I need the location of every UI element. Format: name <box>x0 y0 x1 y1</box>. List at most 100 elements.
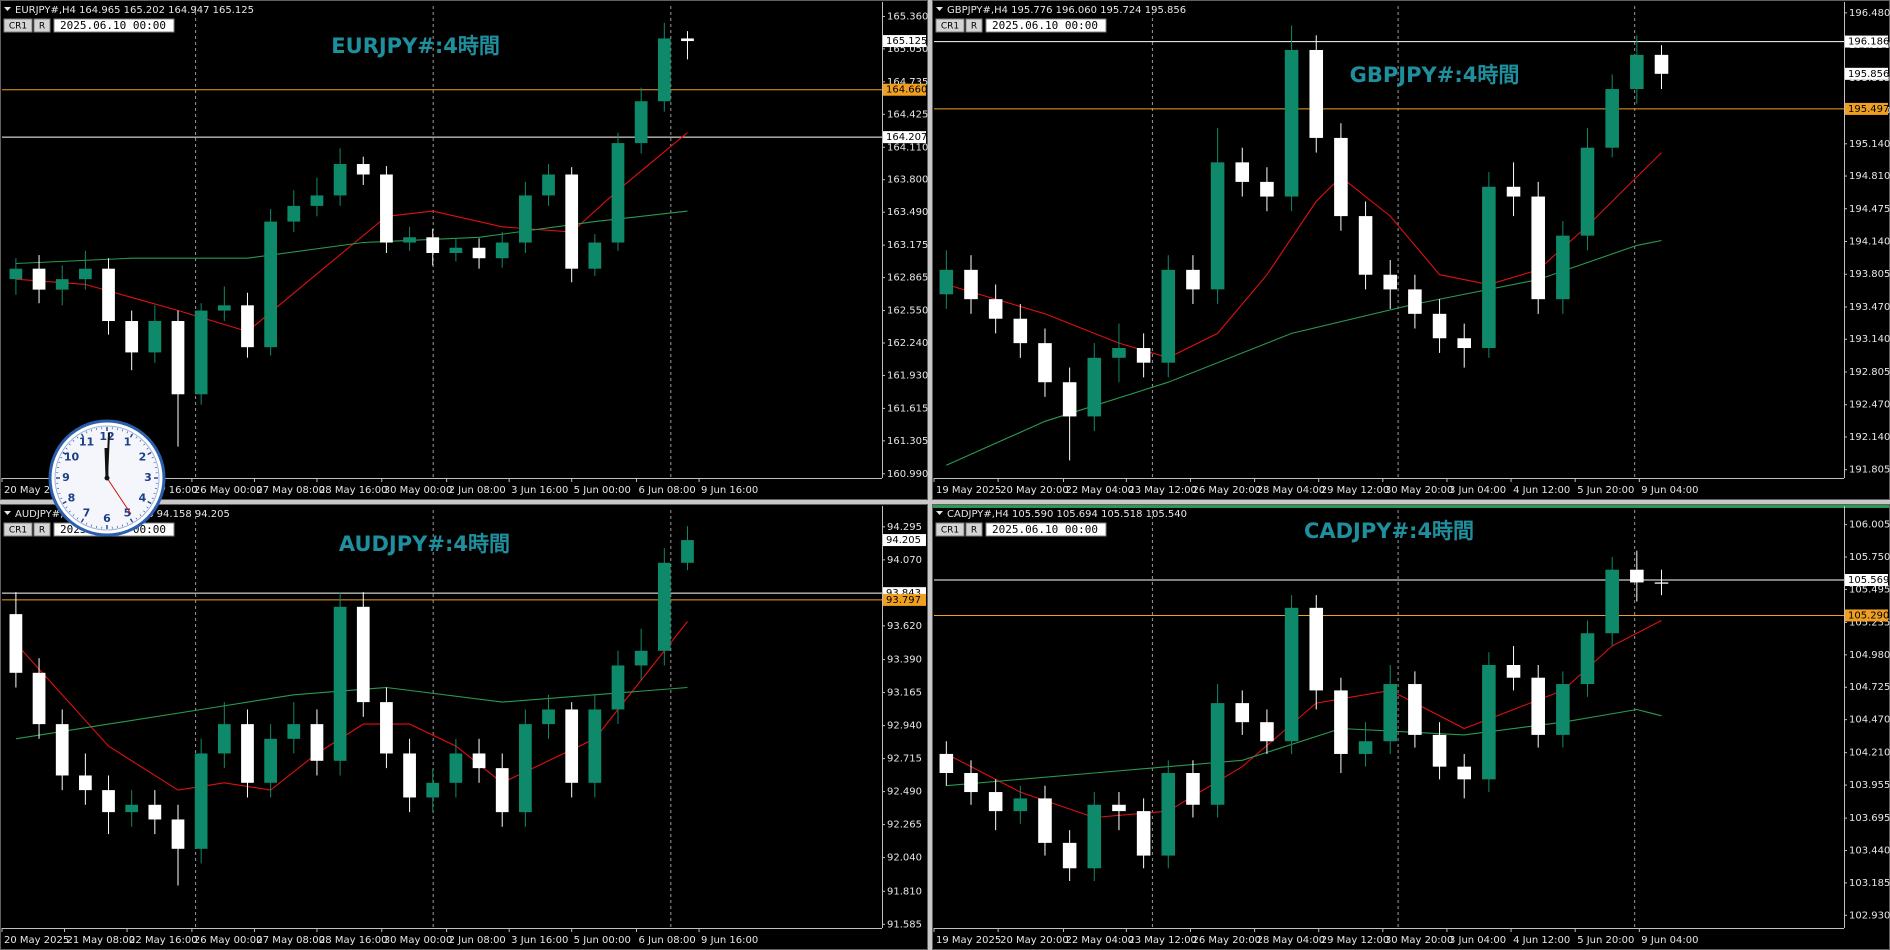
candle-body <box>102 268 115 322</box>
y-tick-label: 104.980 <box>1849 650 1890 661</box>
toolbar-button[interactable] <box>935 522 965 537</box>
y-tick-label: 163.800 <box>887 175 928 186</box>
candle-body <box>194 310 208 395</box>
x-tick-label: 19 May 2025 <box>936 935 1001 946</box>
moving-average <box>946 708 1662 787</box>
x-tick-label: 30 May 00:00 <box>384 935 453 946</box>
x-tick-label: 9 Jun 04:00 <box>1641 935 1698 946</box>
x-tick-label: 20 May 20:00 <box>1000 935 1069 946</box>
toolbar-button[interactable] <box>33 522 51 537</box>
active-strip <box>933 505 1889 508</box>
clock-number: 12 <box>99 430 114 443</box>
y-tick-label: 194.140 <box>1849 237 1890 248</box>
x-tick-label: 28 May 16:00 <box>319 485 388 496</box>
toolbar-button[interactable] <box>935 18 965 33</box>
y-tick-label: 160.990 <box>887 469 928 480</box>
candle-body <box>1358 216 1373 275</box>
x-tick-label: 19 May 2025 <box>936 485 1001 496</box>
candle-body <box>102 790 115 813</box>
toolbar-button[interactable] <box>3 18 33 33</box>
clock-number: 8 <box>68 492 76 505</box>
y-tick-label: 191.805 <box>1849 465 1890 476</box>
watermark: AUDJPY#:4時間 <box>339 532 510 556</box>
clock-second-hand <box>106 477 132 515</box>
y-tick-label: 162.550 <box>887 306 928 317</box>
x-tick-label: 6 Jun 08:00 <box>639 485 696 496</box>
y-tick-label: 164.110 <box>887 142 928 153</box>
candle-body <box>1087 804 1102 869</box>
date-box <box>985 18 1107 33</box>
candle-body <box>634 650 648 666</box>
splitter <box>928 0 932 950</box>
watermark: GBPJPY#:4時間 <box>1350 63 1520 87</box>
candle-body <box>1506 186 1521 197</box>
date-label: 2025.06.10 00:00 <box>992 523 1098 536</box>
date-box <box>985 522 1107 537</box>
candle-body <box>1260 181 1274 197</box>
candle-body <box>1260 722 1274 742</box>
x-tick-label: 6 Jun 08:00 <box>639 935 696 946</box>
candle-body <box>79 268 92 280</box>
clock-number: 5 <box>124 507 132 520</box>
toolbar-button-label: CR1 <box>9 22 27 32</box>
candle-body <box>565 174 579 269</box>
clock-tick <box>151 456 154 459</box>
price-box-label: 105.290 <box>1848 610 1889 621</box>
y-tick-label: 92.490 <box>887 787 922 798</box>
x-tick-label: 20 May 20:00 <box>1000 485 1069 496</box>
candle-body <box>1062 842 1077 869</box>
toolbar-button[interactable] <box>965 18 983 33</box>
candle-body <box>1161 269 1176 363</box>
x-tick-label: 9 Jun 16:00 <box>701 485 758 496</box>
candle-body <box>333 606 347 761</box>
clock-tick <box>126 522 129 525</box>
x-tick-label: 30 May 20:00 <box>1385 485 1454 496</box>
clock-number: 3 <box>144 471 152 484</box>
candle-body <box>588 242 602 269</box>
candle-body <box>1309 607 1324 691</box>
y-tick-label: 105.495 <box>1849 584 1890 595</box>
toolbar-button[interactable] <box>965 522 983 537</box>
toolbar-button[interactable] <box>3 522 33 537</box>
y-tick-label: 94.070 <box>887 555 922 566</box>
y-tick-label: 165.050 <box>887 44 928 55</box>
y-tick-label: 161.305 <box>887 436 928 447</box>
x-tick-label: 26 May 00:00 <box>194 935 263 946</box>
x-tick-label: 5 Jun 00:00 <box>574 485 631 496</box>
y-tick-label: 106.005 <box>1849 520 1890 531</box>
candle-body <box>217 305 231 311</box>
clock-tick <box>147 500 152 505</box>
clock-tick <box>60 497 63 500</box>
x-tick-label: 9 Jun 16:00 <box>701 935 758 946</box>
toolbar-button-label: R <box>971 526 977 536</box>
header-arrow <box>936 7 943 11</box>
candle-body <box>1062 382 1077 417</box>
clock-number: 10 <box>64 451 80 464</box>
y-tick-label: 91.810 <box>887 886 922 897</box>
chart-header: CADJPY#,H4 105.590 105.694 105.518 105.5… <box>947 509 1187 520</box>
x-tick-label: 22 May 04:00 <box>1065 935 1134 946</box>
y-tick-label: 93.165 <box>887 688 922 699</box>
x-tick-label: 23 May 12:00 <box>1128 485 1197 496</box>
x-tick-label: 26 May 20:00 <box>1192 935 1261 946</box>
y-tick-label: 163.175 <box>887 240 928 251</box>
price-box <box>883 534 926 547</box>
candle-body <box>1210 162 1225 290</box>
splitter <box>0 500 1890 504</box>
price-box-label: 93.797 <box>886 595 921 606</box>
price-box-label: 94.205 <box>886 535 921 546</box>
candle-body <box>495 768 509 813</box>
header-arrow <box>4 7 11 11</box>
candle-body <box>1210 703 1225 805</box>
candle-body <box>1112 348 1126 358</box>
candle-body <box>79 775 92 791</box>
candle-body <box>1186 772 1200 805</box>
clock-tick <box>90 524 93 527</box>
toolbar-button[interactable] <box>33 18 51 33</box>
price-box-label: 164.660 <box>886 85 927 96</box>
toolbar-button-label: CR1 <box>941 22 959 32</box>
candle-body <box>1408 289 1422 314</box>
x-tick-label: 5 Jun 20:00 <box>1577 485 1634 496</box>
candle-body <box>1284 607 1299 742</box>
